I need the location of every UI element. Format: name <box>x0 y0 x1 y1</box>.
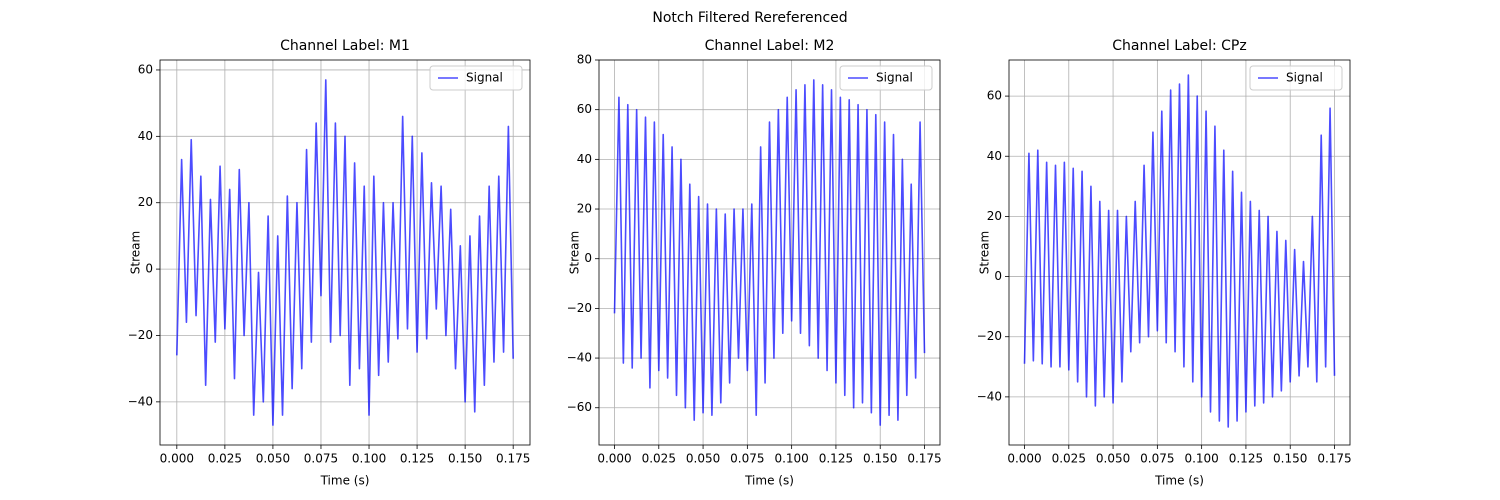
y-tick-label: 60 <box>987 89 1002 103</box>
y-axis-label: Stream <box>978 231 992 274</box>
x-tick-label: 0.050 <box>686 452 720 466</box>
axes-title: Channel Label: CPz <box>1112 38 1246 54</box>
x-tick-label: 0.000 <box>597 452 631 466</box>
figure-title: Notch Filtered Rereferenced <box>652 10 847 26</box>
y-tick-label: −20 <box>977 329 1002 343</box>
legend-label: Signal <box>1286 71 1323 85</box>
y-tick-label: 20 <box>577 202 592 216</box>
y-tick-label: −40 <box>977 389 1002 403</box>
legend-label: Signal <box>466 71 503 85</box>
x-tick-label: 0.000 <box>160 452 194 466</box>
legend-box <box>839 65 933 91</box>
y-tick-label: 60 <box>577 102 592 116</box>
y-tick-label: −40 <box>128 394 153 408</box>
y-axis-label: Stream <box>568 231 582 274</box>
y-tick-label: 80 <box>577 53 592 67</box>
y-tick-label: 40 <box>987 149 1002 163</box>
axes-title: Channel Label: M2 <box>705 38 835 54</box>
plot-area <box>1023 74 1336 428</box>
x-tick-label: 0.025 <box>208 452 242 466</box>
legend-label: Signal <box>876 71 913 85</box>
x-tick-label: 0.100 <box>774 452 808 466</box>
signal-line <box>176 79 514 426</box>
axes-title: Channel Label: M1 <box>280 38 410 54</box>
legend-box <box>429 65 523 91</box>
x-tick-label: 0.125 <box>819 452 853 466</box>
x-tick-label: 0.150 <box>1273 452 1307 466</box>
y-tick-label: 0 <box>145 262 153 276</box>
y-tick-label: −40 <box>567 351 592 365</box>
x-tick-label: 0.000 <box>1007 452 1041 466</box>
x-tick-label: 0.125 <box>400 452 434 466</box>
plot-area <box>176 79 514 426</box>
x-tick-label: 0.050 <box>1096 452 1130 466</box>
y-tick-label: 20 <box>138 195 153 209</box>
y-tick-label: 40 <box>577 152 592 166</box>
x-axis-label: Time (s) <box>320 474 370 488</box>
y-tick-label: −60 <box>567 400 592 414</box>
signal-line <box>1023 74 1336 428</box>
x-tick-label: 0.100 <box>1184 452 1218 466</box>
x-tick-label: 0.075 <box>730 452 764 466</box>
x-axis-label: Time (s) <box>1154 474 1204 488</box>
x-tick-label: 0.175 <box>496 452 530 466</box>
x-tick-label: 0.025 <box>1052 452 1086 466</box>
y-tick-label: −20 <box>128 328 153 342</box>
axes-frame <box>159 59 531 446</box>
y-tick-label: 60 <box>138 62 153 76</box>
x-tick-label: 0.075 <box>304 452 338 466</box>
x-tick-label: 0.175 <box>907 452 941 466</box>
signal-line <box>613 79 926 426</box>
x-tick-label: 0.050 <box>256 452 290 466</box>
x-tick-label: 0.025 <box>642 452 676 466</box>
x-axis-label: Time (s) <box>744 474 794 488</box>
x-tick-label: 0.175 <box>1317 452 1351 466</box>
y-axis-label: Stream <box>129 231 143 274</box>
x-tick-label: 0.125 <box>1229 452 1263 466</box>
y-tick-label: −20 <box>567 301 592 315</box>
x-tick-label: 0.075 <box>1140 452 1174 466</box>
x-tick-label: 0.150 <box>863 452 897 466</box>
y-tick-label: 0 <box>994 269 1002 283</box>
legend-box <box>1249 65 1343 91</box>
plot-area <box>613 79 926 426</box>
y-tick-label: 40 <box>138 129 153 143</box>
y-tick-label: 20 <box>987 209 1002 223</box>
axes-frame <box>598 59 941 446</box>
x-tick-label: 0.150 <box>448 452 482 466</box>
axes-frame <box>1008 59 1351 446</box>
y-tick-label: 0 <box>584 251 592 265</box>
x-tick-label: 0.100 <box>352 452 386 466</box>
